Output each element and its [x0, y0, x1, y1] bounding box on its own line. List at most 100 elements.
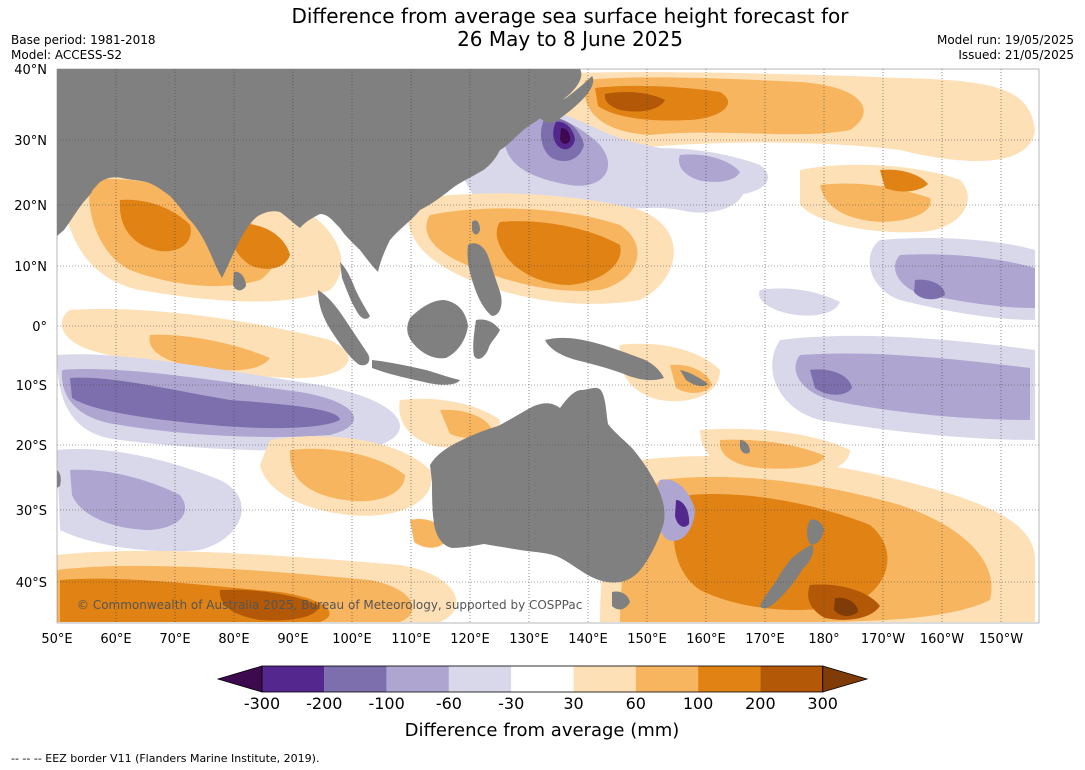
anomaly-region: [834, 597, 858, 616]
anomaly-region: [810, 369, 852, 395]
new-guinea-landmass: [545, 337, 664, 381]
lon-label: 80°E: [218, 632, 249, 647]
japan-landmass: [540, 76, 594, 123]
colorbar-tick-label: -200: [306, 694, 342, 713]
new-caledonia-landmass: [740, 440, 750, 454]
anomaly-region: [675, 500, 690, 527]
lon-label: 180°: [808, 632, 839, 647]
colorbar-tick-label: -30: [498, 694, 524, 713]
eez-footnote: -- -- -- EEZ border V11 (Flanders Marine…: [11, 752, 320, 765]
lon-label: 90°E: [277, 632, 308, 647]
anomaly-region: [673, 494, 888, 610]
anomaly-region: [820, 183, 931, 222]
colorbar-segment: [635, 666, 699, 692]
lon-label: 160°E: [686, 632, 726, 647]
colorbar-segment: [573, 666, 636, 692]
colorbar-outline: [261, 665, 824, 693]
model-name: Model: ACCESS-S2: [11, 48, 123, 62]
sulawesi-landmass: [473, 319, 500, 359]
lat-label: 30°S: [16, 504, 47, 519]
madagascar-landmass: [57, 470, 61, 488]
map-title: Difference from average sea surface heig…: [0, 5, 1085, 51]
anomaly-region: [289, 448, 405, 502]
lon-label: 170°E: [745, 632, 785, 647]
lon-label: 150°W: [979, 632, 1023, 647]
colorbar-segment: [448, 666, 512, 692]
arabian-peninsula-landmass: [57, 150, 92, 226]
australia-landmass: [430, 387, 665, 583]
tasmania-landmass: [612, 591, 630, 610]
colorbar-segment: [698, 666, 761, 692]
lat-label: 10°N: [14, 260, 47, 275]
sri-lanka-landmass: [233, 271, 246, 291]
anomaly-region: [70, 469, 186, 530]
landmasses: [57, 69, 824, 610]
longitude-labels: 50°E 60°E 70°E 80°E 90°E 100°E 110°E 120…: [41, 632, 1023, 647]
borneo-landmass: [407, 300, 468, 359]
anomaly-region: [914, 279, 945, 300]
lat-label: 0°: [32, 320, 47, 335]
latitude-labels: 40°N 30°N 20°N 10°N 0° 10°S 20°S 30°S 40…: [14, 63, 47, 591]
anomaly-region: [795, 353, 1030, 420]
lon-label: 70°E: [159, 632, 190, 647]
anomaly-region: [70, 377, 340, 429]
map-area: © Commonwealth of Australia 2025, Bureau…: [56, 68, 1040, 624]
colorbar-tick-label: -300: [244, 694, 280, 713]
colorbar-tick-label: 300: [807, 694, 838, 713]
meta-right: Model run: 19/05/2025 Issued: 21/05/2025: [937, 33, 1074, 63]
title-line-1: Difference from average sea surface heig…: [291, 4, 849, 28]
lon-label: 150°E: [627, 632, 667, 647]
colorbar-min-arrow: [216, 665, 263, 693]
lon-label: 160°W: [920, 632, 964, 647]
lon-label: 60°E: [100, 632, 131, 647]
lon-label: 140°E: [568, 632, 608, 647]
asia-landmass: [57, 69, 582, 278]
colorbar-segment: [760, 666, 823, 692]
lat-label: 20°N: [14, 199, 47, 214]
lat-label: 20°S: [16, 439, 47, 454]
colorbar-tick-label: 200: [745, 694, 776, 713]
colorbar-tick-label: -100: [368, 694, 404, 713]
colorbar-max-arrow: [822, 665, 869, 693]
anomaly-region: [759, 288, 840, 316]
colorbar-tick-label: -60: [436, 694, 462, 713]
lat-label: 40°N: [14, 63, 47, 78]
colorbar-segment: [262, 666, 325, 692]
anomaly-region: [678, 154, 740, 182]
colorbar-title: Difference from average (mm): [405, 720, 680, 741]
malay-peninsula-landmass: [340, 262, 370, 319]
lon-label: 100°E: [332, 632, 372, 647]
colorbar-segment: [511, 666, 574, 692]
lon-label: 130°E: [509, 632, 549, 647]
taiwan-landmass: [472, 220, 480, 235]
anomaly-region: [880, 169, 928, 192]
anomaly-region: [440, 409, 492, 439]
new-zealand-landmass: [760, 544, 814, 609]
colorbar-segment: [324, 666, 387, 692]
anomaly-region: [496, 221, 621, 285]
base-period: Base period: 1981-2018: [11, 33, 156, 47]
colorbar-segment: [386, 666, 449, 692]
anomaly-region: [149, 334, 270, 371]
sumatra-landmass: [318, 290, 370, 366]
lon-label: 110°E: [391, 632, 431, 647]
anomaly-region: [219, 589, 320, 621]
meta-left: Base period: 1981-2018 Model: ACCESS-S2: [11, 33, 156, 63]
philippines-landmass: [467, 243, 502, 316]
colorbar-tick-label: 100: [683, 694, 714, 713]
colorbar-tick-label: 60: [626, 694, 646, 713]
lon-label: 170°W: [861, 632, 905, 647]
title-line-2: 26 May to 8 June 2025: [457, 27, 683, 51]
gridlines: [57, 69, 1039, 623]
issued-date: Issued: 21/05/2025: [958, 48, 1074, 62]
model-run: Model run: 19/05/2025: [936, 33, 1074, 47]
anomaly-region: [604, 92, 665, 112]
java-landmass: [372, 360, 460, 385]
colorbar-tick-label: 30: [563, 694, 583, 713]
colorbar: -300 -200 -100 -60 -30 30 60 100 200 300…: [216, 665, 869, 741]
lat-label: 10°S: [16, 379, 47, 394]
map-border: [56, 68, 1040, 624]
colorbar-ticks: -300 -200 -100 -60 -30 30 60 100 200 300: [244, 694, 838, 713]
anomaly-region: [232, 224, 290, 269]
